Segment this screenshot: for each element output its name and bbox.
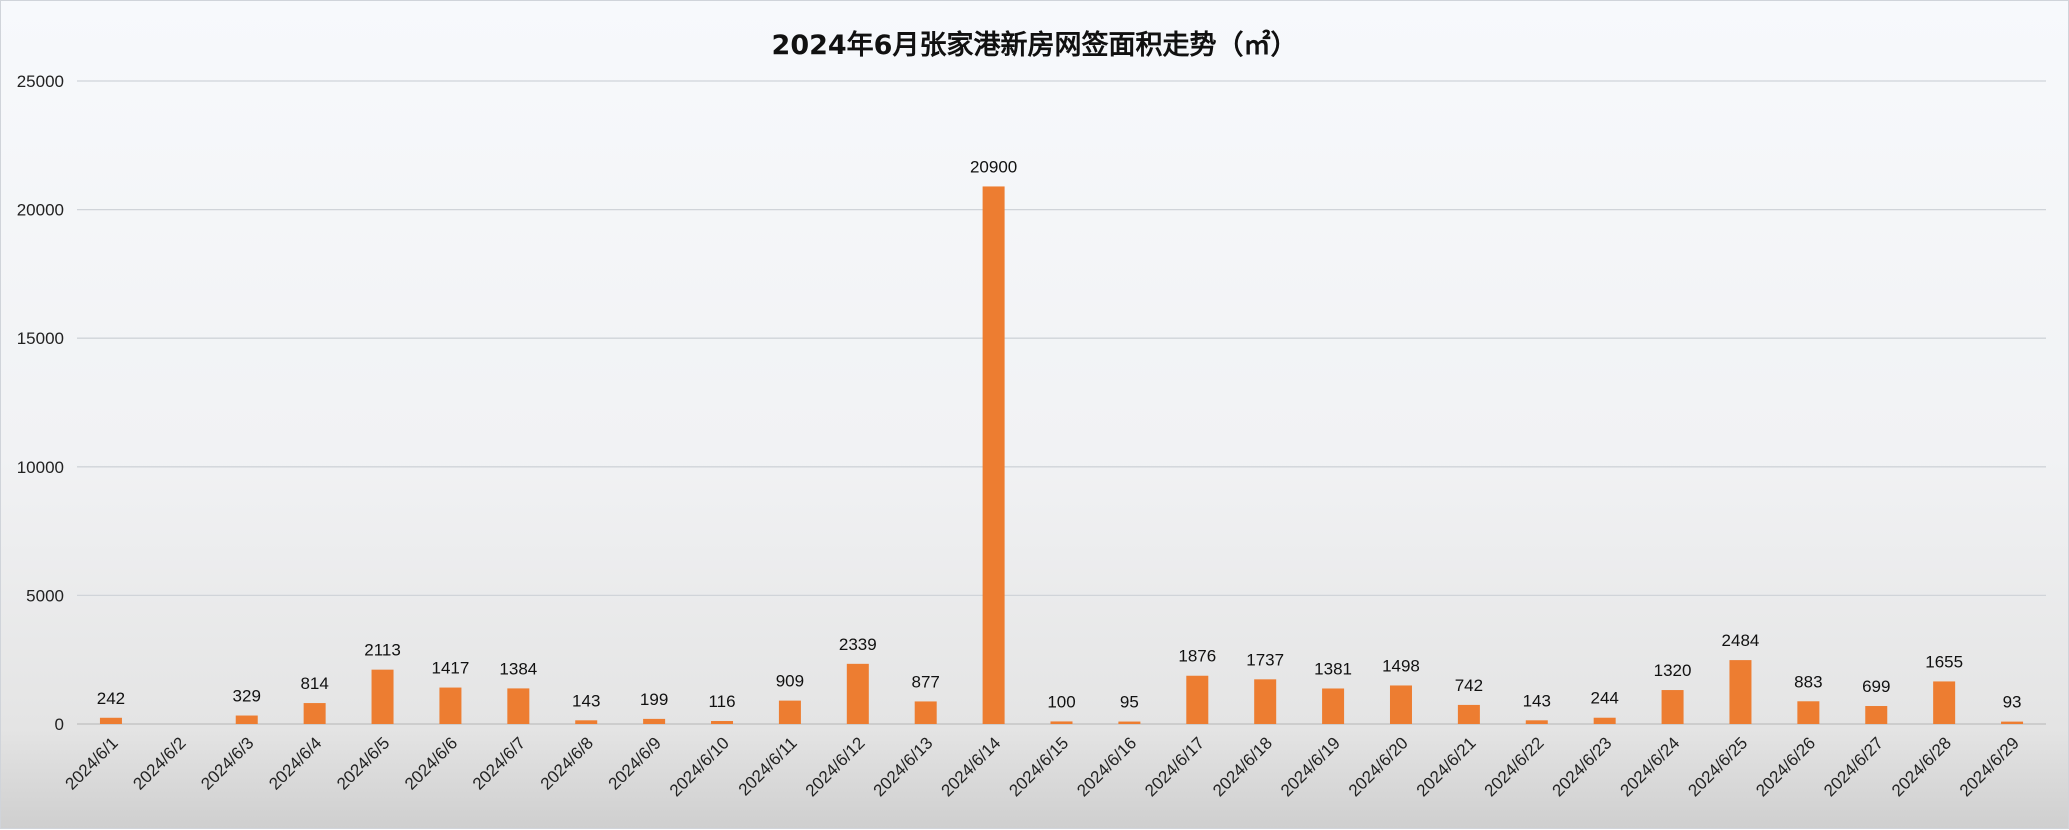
bars	[99, 186, 2024, 724]
data-label: 2339	[839, 635, 877, 654]
data-label: 143	[572, 691, 600, 710]
bar	[1933, 681, 1956, 724]
x-tick-label: 2024/6/7	[469, 733, 529, 793]
data-label: 20900	[970, 157, 1017, 176]
data-label: 143	[1523, 691, 1551, 710]
x-tick-label: 2024/6/1	[62, 733, 122, 793]
x-tick-label: 2024/6/16	[1073, 733, 1140, 800]
bar	[1322, 688, 1345, 724]
data-label: 2484	[1722, 631, 1760, 650]
bar	[1525, 720, 1548, 724]
data-label: 699	[1862, 677, 1890, 696]
x-tick-label: 2024/6/10	[666, 733, 733, 800]
y-axis-ticks: 0 5000 10000 15000 20000 25000	[17, 72, 64, 734]
data-label: 1381	[1314, 659, 1352, 678]
x-tick-label: 2024/6/19	[1277, 733, 1344, 800]
bar	[1254, 679, 1277, 724]
data-label: 1498	[1382, 656, 1420, 675]
x-tick-label: 2024/6/5	[333, 733, 393, 793]
x-tick-label: 2024/6/20	[1345, 733, 1412, 800]
bar	[439, 687, 462, 724]
y-tick-label: 15000	[17, 329, 64, 348]
x-axis-ticks: 2024/6/1 2024/6/2 2024/6/3 2024/6/4 2024/6/5…	[62, 733, 2023, 800]
x-tick-label: 2024/6/12	[802, 733, 869, 800]
bar	[575, 720, 598, 724]
bar	[371, 669, 394, 724]
data-label: 814	[300, 674, 328, 693]
bar	[1186, 675, 1209, 724]
x-tick-label: 2024/6/3	[197, 733, 257, 793]
x-tick-label: 2024/6/4	[265, 733, 325, 793]
data-label: 1320	[1654, 661, 1692, 680]
x-tick-label: 2024/6/14	[938, 733, 1005, 800]
x-tick-label: 2024/6/9	[605, 733, 665, 793]
x-tick-label: 2024/6/22	[1481, 733, 1548, 800]
bar	[1050, 721, 1073, 724]
data-label: 93	[2003, 693, 2022, 712]
data-label: 329	[233, 687, 261, 706]
x-tick-label: 2024/6/8	[537, 733, 597, 793]
x-tick-label: 2024/6/27	[1820, 733, 1887, 800]
gridlines	[77, 80, 2046, 725]
bar	[1729, 660, 1752, 724]
y-tick-label: 0	[55, 715, 64, 734]
bar	[507, 688, 530, 724]
data-label: 1876	[1178, 647, 1216, 666]
bar	[1457, 704, 1480, 724]
data-label: 883	[1794, 672, 1822, 691]
x-tick-label: 2024/6/21	[1413, 733, 1480, 800]
data-label: 877	[912, 672, 940, 691]
bar	[846, 663, 869, 724]
x-tick-label: 2024/6/6	[401, 733, 461, 793]
bar	[982, 186, 1005, 724]
y-tick-label: 20000	[17, 201, 64, 220]
x-tick-label: 2024/6/11	[735, 733, 801, 799]
bar	[1389, 685, 1412, 724]
x-tick-label: 2024/6/13	[870, 733, 937, 800]
bar	[711, 721, 734, 724]
data-label: 199	[640, 690, 668, 709]
data-label: 1655	[1925, 652, 1963, 671]
bar	[643, 718, 666, 724]
bar	[914, 701, 937, 724]
bar	[303, 703, 326, 724]
bar	[1593, 717, 1616, 724]
x-tick-label: 2024/6/15	[1005, 733, 1072, 800]
data-labels: 242 329 814 2113 1417 1384 143 199 116 909 2339 877…	[97, 157, 2022, 711]
chart-title: 2024年6月张家港新房网签面积走势（㎡）	[771, 30, 1298, 61]
data-label: 116	[708, 692, 735, 711]
x-tick-label: 2024/6/2	[129, 733, 189, 793]
x-tick-label: 2024/6/24	[1616, 733, 1683, 800]
bar	[99, 717, 122, 724]
data-label: 1417	[432, 659, 470, 678]
bar	[778, 700, 801, 724]
x-tick-label: 2024/6/28	[1888, 733, 1955, 800]
data-label: 95	[1120, 693, 1139, 712]
data-label: 909	[776, 672, 804, 691]
data-label: 2113	[364, 641, 401, 660]
x-tick-label: 2024/6/17	[1141, 733, 1208, 800]
y-tick-label: 25000	[17, 72, 64, 91]
bar	[1118, 721, 1141, 724]
bar	[235, 715, 258, 724]
x-tick-label: 2024/6/23	[1549, 733, 1616, 800]
bar	[2001, 721, 2024, 724]
y-tick-label: 5000	[26, 586, 64, 605]
data-label: 242	[97, 689, 125, 708]
y-tick-label: 10000	[17, 458, 64, 477]
bar	[1797, 701, 1820, 724]
bar	[1865, 706, 1888, 724]
x-tick-label: 2024/6/29	[1956, 733, 2023, 800]
x-tick-label: 2024/6/18	[1209, 733, 1276, 800]
bar	[1661, 690, 1684, 724]
data-label: 1737	[1246, 650, 1284, 669]
data-label: 742	[1455, 676, 1483, 695]
data-label: 244	[1590, 689, 1618, 708]
x-tick-label: 2024/6/25	[1684, 733, 1751, 800]
data-label: 100	[1047, 692, 1075, 711]
data-label: 1384	[499, 659, 537, 678]
x-tick-label: 2024/6/26	[1752, 733, 1819, 800]
